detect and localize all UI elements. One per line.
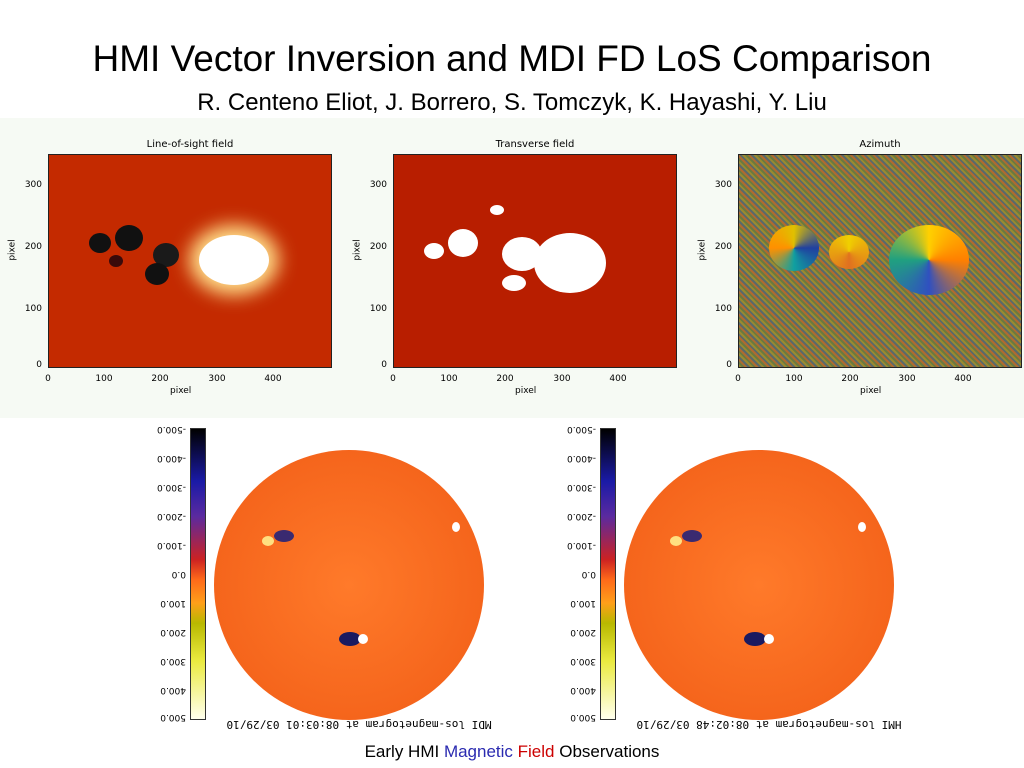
footer-text-field: Field: [512, 742, 555, 761]
x-tick: 200: [151, 374, 169, 384]
y-tick: 300: [714, 180, 732, 190]
color-scale-bar: [600, 428, 616, 720]
slide-title: HMI Vector Inversion and MDI FD LoS Comp…: [92, 38, 932, 79]
los-field-image: [48, 154, 332, 368]
y-tick: 0: [726, 360, 732, 370]
x-tick: 100: [440, 374, 458, 384]
azimuth-image: [738, 154, 1022, 368]
x-tick: 200: [841, 374, 859, 384]
x-tick: 100: [95, 374, 113, 384]
x-tick: 400: [609, 374, 627, 384]
solar-disk: [624, 450, 894, 720]
scale-label: -200.0: [156, 511, 186, 521]
scale-label: -300.0: [566, 482, 596, 492]
scale-label: -300.0: [156, 482, 186, 492]
x-axis-label: pixel: [860, 386, 882, 396]
scale-label: -400.0: [566, 453, 596, 463]
scale-label: 200.0: [160, 627, 186, 637]
y-tick: 300: [369, 180, 387, 190]
y-tick: 200: [369, 242, 387, 252]
scale-label: -400.0: [156, 453, 186, 463]
scale-label: -200.0: [566, 511, 596, 521]
scale-label: 0.0: [171, 569, 186, 579]
scale-label: 400.0: [570, 685, 596, 695]
footer-caption: Early HMI Magnetic Field Observations: [0, 742, 1024, 762]
scale-label: -500.0: [156, 424, 186, 434]
scale-label: -500.0: [566, 424, 596, 434]
y-tick: 100: [714, 304, 732, 314]
panel-title: Line-of-sight field: [146, 139, 234, 150]
hmi-magnetogram: -500.0 -400.0 -300.0 -200.0 -100.0 0.0 1…: [560, 422, 920, 740]
x-tick: 300: [553, 374, 571, 384]
y-tick: 300: [24, 180, 42, 190]
x-tick: 400: [954, 374, 972, 384]
transverse-field-panel: Transverse field pixel 300 200 100 0 0 1…: [345, 130, 677, 400]
x-tick: 0: [45, 374, 51, 384]
scale-label: 100.0: [160, 598, 186, 608]
y-tick: 0: [381, 360, 387, 370]
y-tick: 100: [24, 304, 42, 314]
x-tick: 400: [264, 374, 282, 384]
x-axis-label: pixel: [515, 386, 537, 396]
scale-label: -100.0: [566, 540, 596, 550]
scale-label: -100.0: [156, 540, 186, 550]
panel-title: Transverse field: [495, 139, 575, 150]
scale-label: 500.0: [570, 712, 596, 722]
x-axis-label: pixel: [170, 386, 192, 396]
x-tick: 300: [208, 374, 226, 384]
x-tick: 300: [898, 374, 916, 384]
scale-label: 500.0: [160, 712, 186, 722]
x-tick: 0: [390, 374, 396, 384]
panel-title: Azimuth: [859, 139, 901, 150]
azimuth-panel: Azimuth pixel 300 200 100 0 0 100 200 30…: [690, 130, 1022, 400]
x-tick: 200: [496, 374, 514, 384]
y-tick: 200: [714, 242, 732, 252]
footer-text-end: Observations: [554, 742, 660, 761]
solar-disk: [214, 450, 484, 720]
y-axis-label: pixel: [7, 239, 18, 261]
x-tick: 0: [735, 374, 741, 384]
los-field-panel: Line-of-sight field pixel 300 200 100 0 …: [0, 130, 332, 400]
scale-label: 300.0: [160, 656, 186, 666]
scale-label: 0.0: [581, 569, 596, 579]
y-axis-label: pixel: [697, 239, 708, 261]
y-axis-label: pixel: [352, 239, 363, 261]
y-tick: 100: [369, 304, 387, 314]
magnetogram-caption: HMI los-magnetogram at 08:02:48 03/29/10: [636, 718, 902, 731]
scale-label: 300.0: [570, 656, 596, 666]
slide-authors: R. Centeno Eliot, J. Borrero, S. Tomczyk…: [197, 89, 827, 116]
footer-text-1: Early HMI: [364, 742, 444, 761]
scale-label: 400.0: [160, 685, 186, 695]
magnetogram-caption: MDI los-magnetogram at 08:03:01 03/29/10: [226, 718, 492, 731]
y-tick: 0: [36, 360, 42, 370]
footer-text-magnetic: Magnetic: [443, 742, 513, 761]
color-scale-bar: [190, 428, 206, 720]
x-tick: 100: [785, 374, 803, 384]
scale-label: 100.0: [570, 598, 596, 608]
mdi-magnetogram: -500.0 -400.0 -300.0 -200.0 -100.0 0.0 1…: [150, 422, 510, 740]
scale-label: 200.0: [570, 627, 596, 637]
y-tick: 200: [24, 242, 42, 252]
transverse-field-image: [393, 154, 677, 368]
